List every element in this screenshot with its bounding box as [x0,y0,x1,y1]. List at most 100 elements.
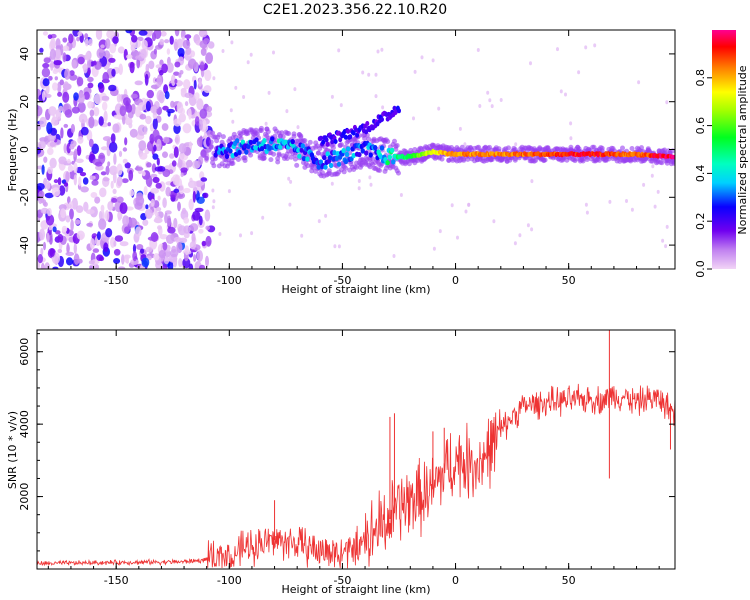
snr-x-axis-title: Height of straight line (km) [281,583,430,596]
noise-blob [138,140,147,152]
noise-blob [41,90,46,101]
sparse-blob [556,47,559,52]
sparse-blob [608,199,612,204]
noise-blob [123,254,131,259]
ridge-blob [391,159,396,165]
ridge-blob [357,152,362,158]
sparse-blob [486,90,490,95]
noise-blob [135,195,145,206]
sparse-blob [661,238,665,243]
ridge-halo [459,144,465,150]
sparse-blob [559,89,563,94]
noise-blob [94,161,103,167]
ridge-blob [278,144,283,150]
ridge-halo [584,157,590,162]
noise-blob [131,103,136,115]
noise-blob [182,39,191,49]
sparse-blob [361,70,365,75]
noise-blob [125,30,133,34]
noise-blob [60,127,64,139]
sparse-blob [246,60,250,65]
noise-blob [176,241,183,254]
sparse-blob [399,193,403,197]
noise-blob [109,43,117,54]
sparse-blob [288,202,292,207]
noise-blob [63,81,69,91]
noise-blob [65,215,71,223]
noise-blob [75,205,84,214]
noise-blob [172,177,180,186]
noise-blob [76,230,85,240]
noise-blob [196,98,204,111]
ridge-halo [288,154,294,160]
noise-blob [37,183,45,191]
colorbar-tick-label: 0.8 [694,69,707,87]
noise-blob [164,39,170,44]
noise-blob [76,76,84,87]
noise-blob [155,64,163,69]
snr-marks [37,330,675,569]
noise-blob [93,93,103,105]
noise-blob [102,177,110,182]
noise-blob [63,182,69,187]
noise-blob [174,78,178,84]
noise-blob [118,150,123,157]
ridge-halo [291,133,297,139]
noise-blob [90,175,96,180]
noise-blob [162,241,168,251]
noise-blob [196,250,203,262]
ridge-blob [390,147,395,153]
sparse-blob [526,223,530,228]
ridge-blob [299,147,304,153]
noise-blob [203,130,208,140]
ridge-blob [300,143,305,149]
noise-blob [89,238,95,250]
noise-blob [184,245,189,256]
ridge-blob [237,149,242,156]
noise-blob [158,91,165,104]
noise-blob [121,254,125,265]
ridge-halo [377,168,382,173]
noise-blob [125,104,133,113]
noise-blob [205,235,212,247]
sparse-blob [267,90,271,95]
noise-blob [162,168,171,178]
noise-blob [64,109,73,118]
noise-blob [169,35,174,45]
noise-blob [66,257,73,266]
sparse-blob [513,241,517,246]
noise-blob [77,56,85,65]
ridge-halo [286,131,292,136]
noise-blob [58,185,66,196]
noise-blob [37,254,43,264]
noise-blob [40,265,46,269]
sparse-blob [227,189,231,194]
ridge-blob [344,151,350,157]
noise-blob [78,176,82,187]
noise-blob [204,209,211,222]
x-tick-label: -150 [104,274,129,287]
upper-branch-blob [380,117,384,122]
noise-blob [112,171,117,184]
noise-blob [132,251,138,262]
noise-blob [124,117,133,126]
noise-blob [77,136,84,144]
sparse-blob [467,202,471,207]
noise-blob [140,248,145,254]
noise-blob [174,61,181,68]
noise-blob [48,106,57,116]
noise-blob [178,113,186,123]
noise-blob [140,49,147,59]
noise-blob [88,116,95,129]
noise-blob [169,249,179,258]
noise-blob [198,119,203,131]
noise-blob [145,100,151,112]
sparse-blob [368,175,372,180]
ridge-halo [580,158,586,164]
upper-branch-blob [338,137,343,143]
noise-blob [184,34,192,39]
noise-blob [185,159,193,168]
upper-branch-blob [318,135,323,141]
noise-blob [104,210,110,222]
noise-blob [124,226,130,234]
